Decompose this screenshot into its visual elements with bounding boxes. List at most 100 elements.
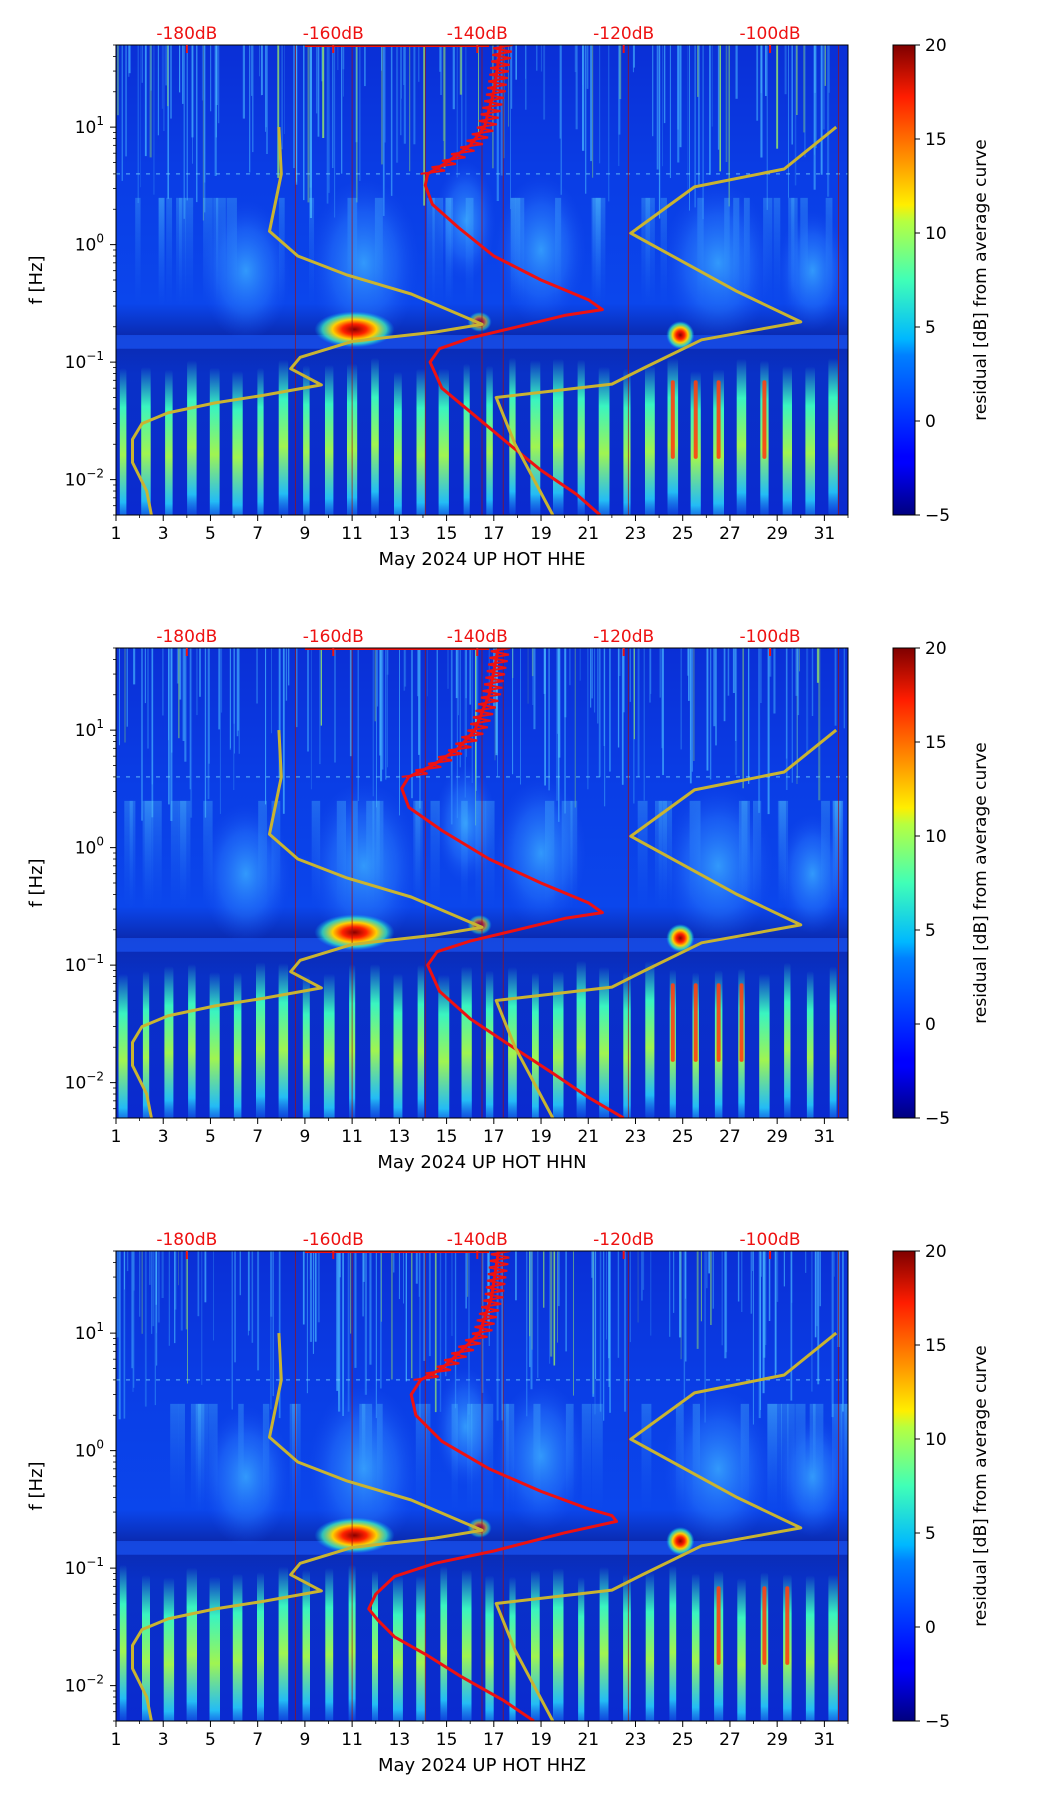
noise-streak [141,648,143,821]
daily-pulse [461,1569,472,1721]
noise-streak [390,45,393,196]
colorbar-label: residual [dB] from average curve [971,139,991,420]
noise-streak [742,648,744,789]
daily-pulse [302,974,310,1118]
noise-streak [557,648,558,734]
noise-streak [725,45,728,162]
noise-streak [310,648,312,790]
x-tick-label: 7 [252,1730,263,1750]
noise-streak [167,45,169,107]
noise-streak [116,1251,119,1338]
noise-streak [157,45,159,136]
noise-streak [141,1251,143,1334]
noise-streak [597,648,599,724]
mid-streak [570,800,578,910]
noise-streak [515,45,517,80]
mid-streak [203,800,213,910]
y-tick-label: 101 [75,114,104,138]
x-tick-label: 21 [577,1730,599,1750]
noise-streak [573,1251,574,1396]
noise-streak [419,648,421,809]
mid-streak [692,1403,700,1513]
noise-streak [281,45,283,150]
noise-streak [168,648,169,741]
x-tick-label: 9 [299,1127,310,1147]
x-axis-label: May 2024 UP HOT HHN [377,1152,586,1173]
noise-streak [451,1251,453,1336]
noise-streak [456,648,458,819]
mid-streak [159,197,165,307]
noise-streak [403,648,406,691]
daily-pulse [645,961,655,1118]
mid-streak [832,1403,843,1513]
noise-streak [478,45,479,134]
daily-pulse [759,973,770,1118]
noise-streak [816,648,819,683]
noise-streak [197,1251,200,1317]
noise-streak [391,1251,393,1380]
noise-streak [724,1251,727,1359]
x-tick-label: 31 [814,1730,836,1750]
noise-streak [815,45,817,149]
mid-streak [844,1403,848,1513]
noise-streak [347,1251,350,1412]
daily-pulse-core [785,1586,790,1665]
mid-streak [262,1403,270,1513]
noise-streak [144,648,146,704]
noise-streak [633,648,635,740]
noise-streak [500,45,503,176]
noise-streak [673,1251,675,1313]
x-tick-label: 13 [389,1730,411,1750]
daily-pulse [119,1564,127,1721]
noise-streak [415,1251,418,1284]
x-tick-label: 25 [672,524,694,544]
x-tick-label: 15 [436,1127,458,1147]
noise-streak [806,648,809,754]
noise-streak [773,648,776,714]
noise-streak [512,648,514,678]
mid-streak [366,800,375,910]
average-curve-detail [420,45,513,175]
noise-streak [715,648,717,746]
noise-streak [133,1251,135,1291]
noise-streak [669,45,671,178]
noise-streak [795,648,798,696]
noise-streak [609,1251,611,1413]
daily-pulse [461,966,472,1118]
colorbar-tick-label: 0 [925,1015,936,1035]
daily-pulse [782,366,792,515]
noise-streak [185,1251,188,1330]
colorbar-tick-label: 5 [925,1524,936,1544]
noise-streak [165,45,167,86]
mid-streak [413,800,421,910]
mid-streak [185,197,194,307]
noise-streak [595,1251,597,1379]
noise-streak [272,1251,274,1397]
noise-streak [471,648,473,783]
noise-model-curve [494,728,838,1118]
noise-streak [828,45,830,93]
daily-pulse [509,1576,516,1721]
noise-streak [693,648,695,761]
daily-pulse [119,368,127,515]
noise-streak [819,1251,821,1307]
daily-pulse [828,1574,838,1721]
noise-streak [760,45,763,158]
noise-streak [766,45,768,210]
noise-streak [242,45,245,119]
noise-streak [399,648,400,816]
noise-streak [548,648,550,791]
daily-pulse [623,368,631,515]
noise-streak [565,1251,567,1352]
mid-streak [675,1403,684,1513]
colorbar-tick-label: −5 [925,506,950,526]
noise-streak [204,648,207,818]
noise-streak [582,45,584,85]
noise-streak [362,1251,365,1282]
x-tick-label: 27 [719,524,741,544]
noise-streak [582,45,585,151]
mid-streak [763,197,773,307]
noise-streak [170,45,172,119]
x-tick-label: 23 [625,1127,647,1147]
noise-streak [180,1251,183,1331]
